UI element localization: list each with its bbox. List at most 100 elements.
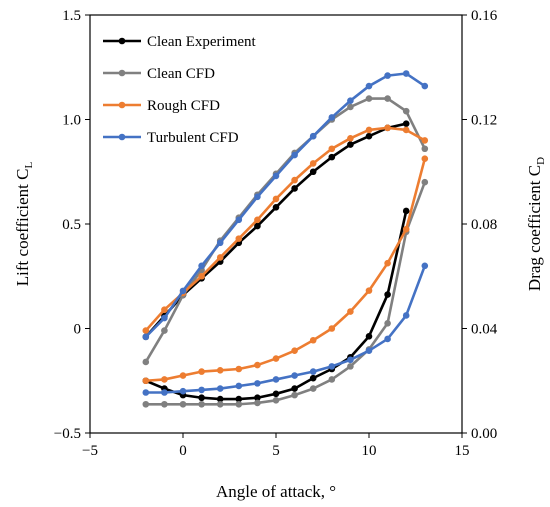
series — [142, 70, 429, 408]
lift-point — [421, 145, 429, 153]
lift-point — [384, 72, 391, 79]
lift-point — [254, 216, 261, 224]
lift-point — [272, 172, 280, 180]
drag-point — [216, 367, 224, 374]
drag-point — [235, 400, 243, 408]
lift-point — [328, 153, 336, 161]
lift-point — [198, 272, 205, 280]
lift-line-rough-cfd — [144, 126, 426, 332]
lift-point — [254, 193, 261, 201]
drag-point — [142, 400, 150, 408]
legend-label: Clean CFD — [147, 66, 215, 82]
drag-point — [198, 386, 205, 394]
y-left-tick-label: 0 — [74, 322, 82, 338]
lift-point — [347, 135, 354, 142]
drag-point — [384, 291, 391, 298]
lift-point — [384, 95, 391, 102]
y-right-tick-label: 0.00 — [471, 426, 497, 442]
drag-point — [161, 376, 168, 383]
drag-point — [216, 385, 224, 392]
drag-point — [198, 394, 205, 402]
drag-point — [365, 333, 373, 340]
legend-swatch-marker — [118, 101, 126, 109]
lift-point — [179, 287, 187, 295]
drag-point — [384, 259, 391, 267]
drag-point — [142, 389, 150, 396]
lift-point — [402, 126, 410, 134]
legend-swatch-marker — [118, 37, 126, 45]
drag-point — [309, 374, 317, 382]
lift-point — [235, 235, 243, 242]
y-axis-left-title: Lift coefficient CL — [13, 162, 35, 287]
y-axis-right-title: Drag coefficient CD — [525, 157, 547, 291]
drag-point — [254, 399, 261, 407]
y-axis-left-title-sub: L — [23, 162, 35, 169]
drag-point — [235, 395, 243, 403]
drag-point — [179, 400, 187, 408]
drag-point — [272, 390, 280, 398]
drag-point — [198, 400, 205, 408]
drag-point — [421, 155, 429, 162]
legend-label: Rough CFD — [147, 98, 220, 114]
lift-point — [142, 358, 150, 366]
lift-point — [328, 145, 336, 153]
legend-label: Clean Experiment — [147, 34, 257, 50]
lift-point — [365, 82, 373, 90]
lift-point — [272, 195, 280, 203]
drag-point — [254, 380, 261, 387]
legend-label: Turbulent CFD — [147, 130, 239, 146]
drag-point — [216, 400, 224, 408]
drag-line-clean-cfd — [145, 181, 427, 406]
legend-item-clean-experiment: Clean Experiment — [103, 34, 257, 50]
drag-line-turbulent-cfd — [145, 265, 427, 394]
y-left-tick-label: 1.5 — [62, 8, 81, 24]
drag-point — [142, 377, 150, 385]
drag-point — [272, 355, 280, 362]
lift-point — [309, 168, 317, 176]
drag-point — [402, 207, 410, 215]
drag-point — [198, 368, 205, 375]
lift-point — [291, 176, 298, 184]
lift-point — [309, 160, 317, 167]
lift-point — [309, 132, 317, 140]
y-right-tick-label: 0.16 — [471, 8, 498, 24]
drag-point — [272, 376, 280, 383]
drag-point — [347, 356, 354, 364]
lift-point — [291, 151, 298, 159]
drag-point — [365, 287, 373, 294]
y-right-tick-label: 0.08 — [471, 217, 497, 233]
drag-point — [235, 382, 243, 390]
drag-point — [421, 178, 429, 186]
ticks: −5 0 5 10 15 −0.5 0 0.5 1.0 1.5 0.00 0.04 0.08 0.12 0.… — [54, 8, 498, 459]
x-tick-label: 0 — [179, 443, 187, 459]
y-left-tick-label: −0.5 — [54, 426, 81, 442]
drag-point — [291, 385, 298, 392]
lift-point — [235, 216, 243, 224]
lift-point — [254, 222, 261, 230]
drag-line-rough-cfd — [145, 158, 427, 383]
lift-point — [142, 333, 150, 341]
x-tick-label: 5 — [272, 443, 280, 459]
lift-point — [421, 82, 429, 90]
drag-point — [347, 308, 354, 315]
lift-point — [421, 137, 429, 144]
drag-point — [402, 312, 410, 319]
lift-point — [272, 203, 280, 211]
x-tick-label: 10 — [362, 443, 377, 459]
series-turbulent-cfd — [142, 70, 429, 396]
drag-point — [254, 361, 261, 369]
drag-point — [328, 325, 336, 332]
lift-line-clean-experiment — [144, 122, 407, 338]
lift-point — [365, 132, 373, 140]
y-axis-right-title-sub: D — [535, 157, 547, 165]
y-right-tick-label: 0.04 — [471, 322, 498, 338]
drag-point — [309, 385, 317, 392]
lift-point — [216, 239, 224, 247]
legend-swatch-marker — [118, 133, 126, 141]
y-left-tick-label: 1.0 — [62, 113, 81, 129]
x-tick-label: −5 — [82, 443, 98, 459]
drag-point — [384, 335, 391, 343]
drag-point — [291, 372, 298, 379]
lift-point — [161, 314, 168, 322]
axes — [89, 14, 463, 434]
